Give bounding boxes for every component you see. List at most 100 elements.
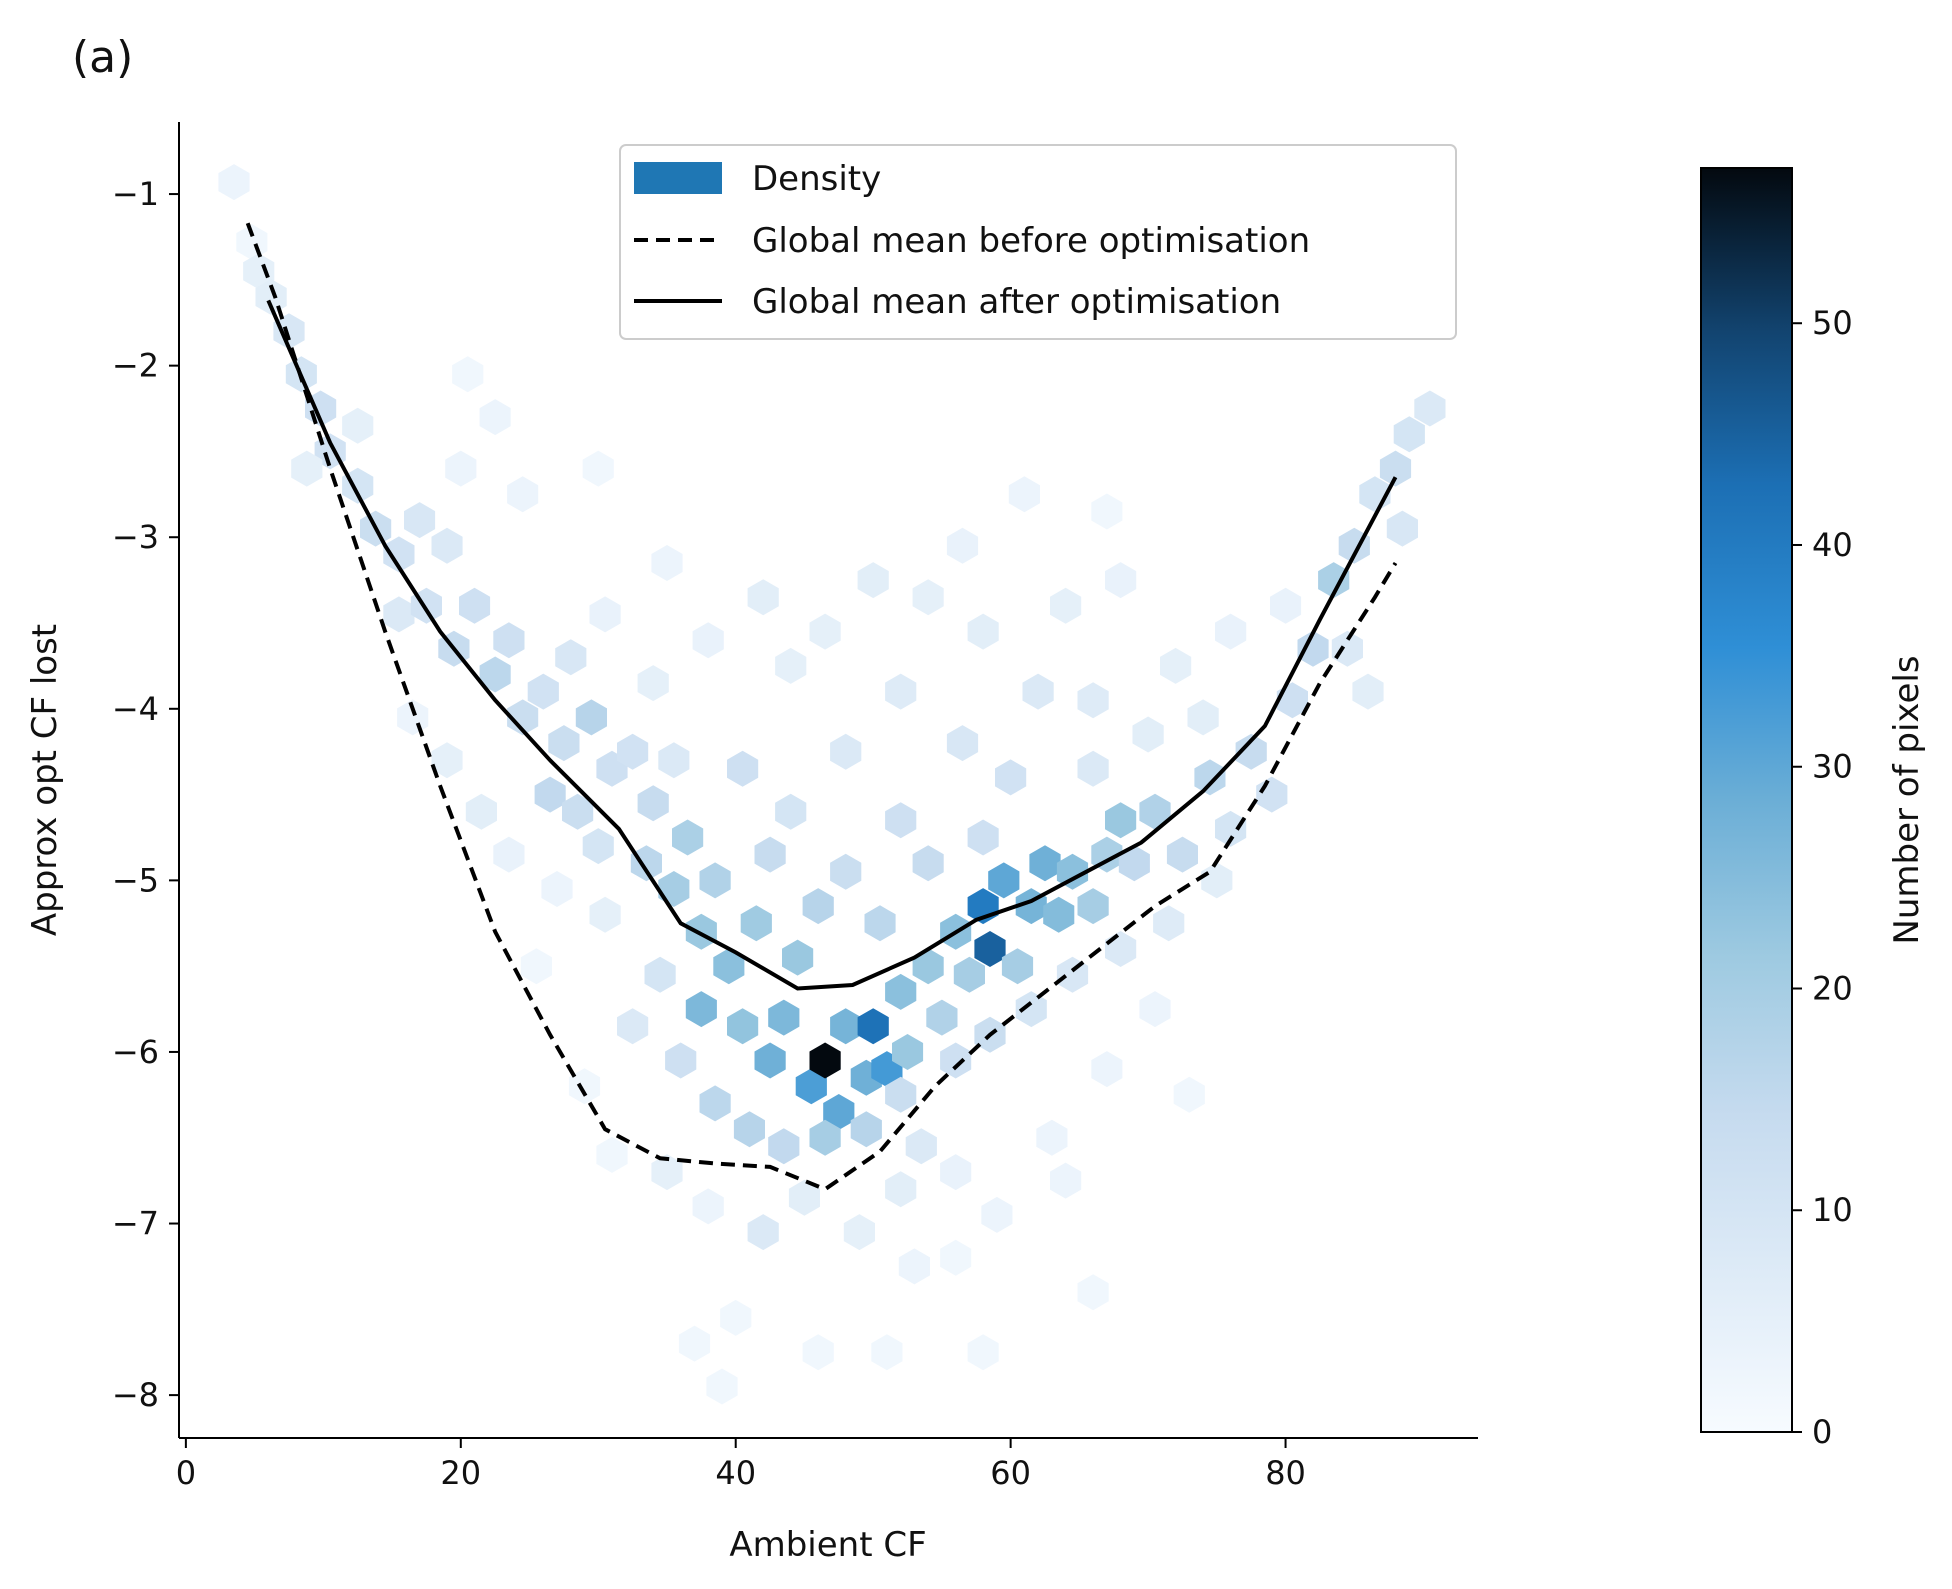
hexbin-cell — [699, 1085, 731, 1122]
hexbin-cell — [747, 579, 779, 616]
hexbin-cell — [706, 1368, 738, 1405]
hexbin-cell — [995, 759, 1027, 796]
hexbin-cell — [431, 742, 463, 779]
hexbin-cell — [1056, 853, 1089, 890]
hexbin-cell — [857, 1008, 889, 1045]
hexbin-cell — [940, 1239, 972, 1276]
hexbin-cell — [885, 802, 917, 839]
hexbin-cell — [864, 905, 896, 942]
hexbin-cell — [617, 1008, 649, 1045]
hexbin-cell — [802, 888, 834, 925]
colorbar — [1700, 167, 1793, 1433]
hexbin-cell — [1160, 647, 1192, 684]
hexbin-cell — [1015, 991, 1047, 1028]
legend-density-swatch — [634, 162, 722, 194]
hexbin-cell — [672, 819, 704, 856]
hexbin-cell — [1132, 716, 1164, 753]
hexbin-cell — [383, 536, 415, 573]
hexbin-cell — [1105, 931, 1137, 967]
hexbin-cell — [974, 931, 1006, 967]
hexbin-cell — [740, 905, 772, 942]
hexbin-cell — [699, 862, 731, 899]
hexbin-cell — [850, 1111, 882, 1148]
hexbin-cell — [967, 819, 999, 856]
colorbar-ticks: 0 10 20 30 40 50 — [1792, 304, 1853, 1451]
hexbin-cell — [727, 750, 759, 787]
hexbin-cell — [885, 1076, 917, 1113]
hexbin-cell — [782, 939, 814, 976]
hexbin-cell — [291, 450, 323, 487]
hexbin-cell — [1029, 845, 1061, 882]
hexbin-cell — [912, 579, 944, 616]
hexbin-cell — [562, 793, 594, 830]
hexbin-cell — [871, 1334, 903, 1371]
hexbin-cell — [1077, 888, 1109, 925]
hexbin-cell — [651, 545, 683, 581]
legend: Density Global mean before optimisation … — [619, 144, 1457, 340]
hexbin-cell — [1139, 991, 1171, 1028]
hexbin-cell — [617, 733, 649, 770]
panel-label: (a) — [72, 32, 133, 83]
hexbin-cell — [788, 1179, 820, 1216]
hexbin-cell — [685, 913, 717, 950]
hexbin-cell — [940, 1042, 972, 1079]
hexbin-cell — [459, 587, 491, 624]
hexbin-cell — [644, 956, 676, 993]
x-tick-label: 20 — [440, 1454, 481, 1492]
hexbin-cell — [1105, 802, 1137, 839]
hexbin-cell — [857, 562, 889, 599]
hexbin-cell — [665, 1042, 697, 1079]
y-tick-label: −4 — [112, 690, 159, 728]
x-tick-label: 0 — [176, 1454, 196, 1492]
y-tick-label: −5 — [112, 861, 159, 899]
legend-after-label: Global mean after optimisation — [752, 282, 1281, 322]
hexbin-cell — [658, 742, 690, 779]
hexbin-cell — [651, 1154, 683, 1191]
hexbin-cell — [1215, 613, 1247, 650]
hexbin-cell — [507, 699, 539, 736]
hexbin-cell — [548, 725, 580, 762]
density-hexbins — [218, 164, 1446, 1405]
hexbin-cell — [582, 450, 614, 487]
hexbin-cell — [1050, 587, 1082, 624]
hexbin-cell — [1187, 699, 1219, 736]
hexbin-cell — [692, 1188, 724, 1225]
hexbin-cell — [1105, 562, 1137, 599]
hexbin-cell — [768, 999, 800, 1036]
hexbin-cell — [555, 639, 587, 676]
x-tick-label: 80 — [1265, 1454, 1306, 1492]
hexbin-cell — [575, 699, 607, 736]
hexbin-cell — [885, 1171, 917, 1208]
hexbin-cell — [747, 1214, 779, 1251]
hexbin-cell — [754, 1042, 786, 1079]
colorbar-tick-label: 20 — [1812, 969, 1853, 1007]
hexbin-cell — [885, 673, 917, 710]
hexbin-cell — [713, 948, 745, 985]
hexbin-cell — [1118, 845, 1150, 882]
hexbin-cell — [1386, 510, 1418, 547]
hexbin-cell — [843, 1214, 875, 1251]
hexbin-cell — [953, 956, 985, 993]
legend-frame — [619, 144, 1457, 340]
hexbin-cell — [383, 596, 415, 633]
hexbin-cell — [727, 1008, 759, 1045]
hexbin-cell — [404, 502, 436, 539]
hexbin-cell — [823, 1094, 855, 1130]
hexbin-cell — [1077, 682, 1109, 719]
hexbin-cell — [534, 776, 566, 813]
hexbin-cell — [830, 1008, 862, 1045]
hexbin-cell — [946, 725, 979, 762]
hexbin-cell — [1352, 673, 1384, 710]
hexbin-cell — [988, 862, 1020, 899]
hexbin-cell — [465, 793, 497, 830]
hexbin-cell — [637, 665, 669, 702]
hexbin-cell — [342, 407, 374, 444]
hexbin-cell — [1050, 1162, 1082, 1199]
hexbin-cell — [1091, 493, 1123, 530]
hexbin-cell — [905, 1128, 937, 1165]
hexbin-cell — [775, 647, 807, 684]
hexbin-cell — [1318, 562, 1350, 599]
hexbin-cell — [479, 399, 511, 436]
hexbin-cell — [596, 1136, 628, 1173]
x-tick-label: 40 — [715, 1454, 756, 1492]
